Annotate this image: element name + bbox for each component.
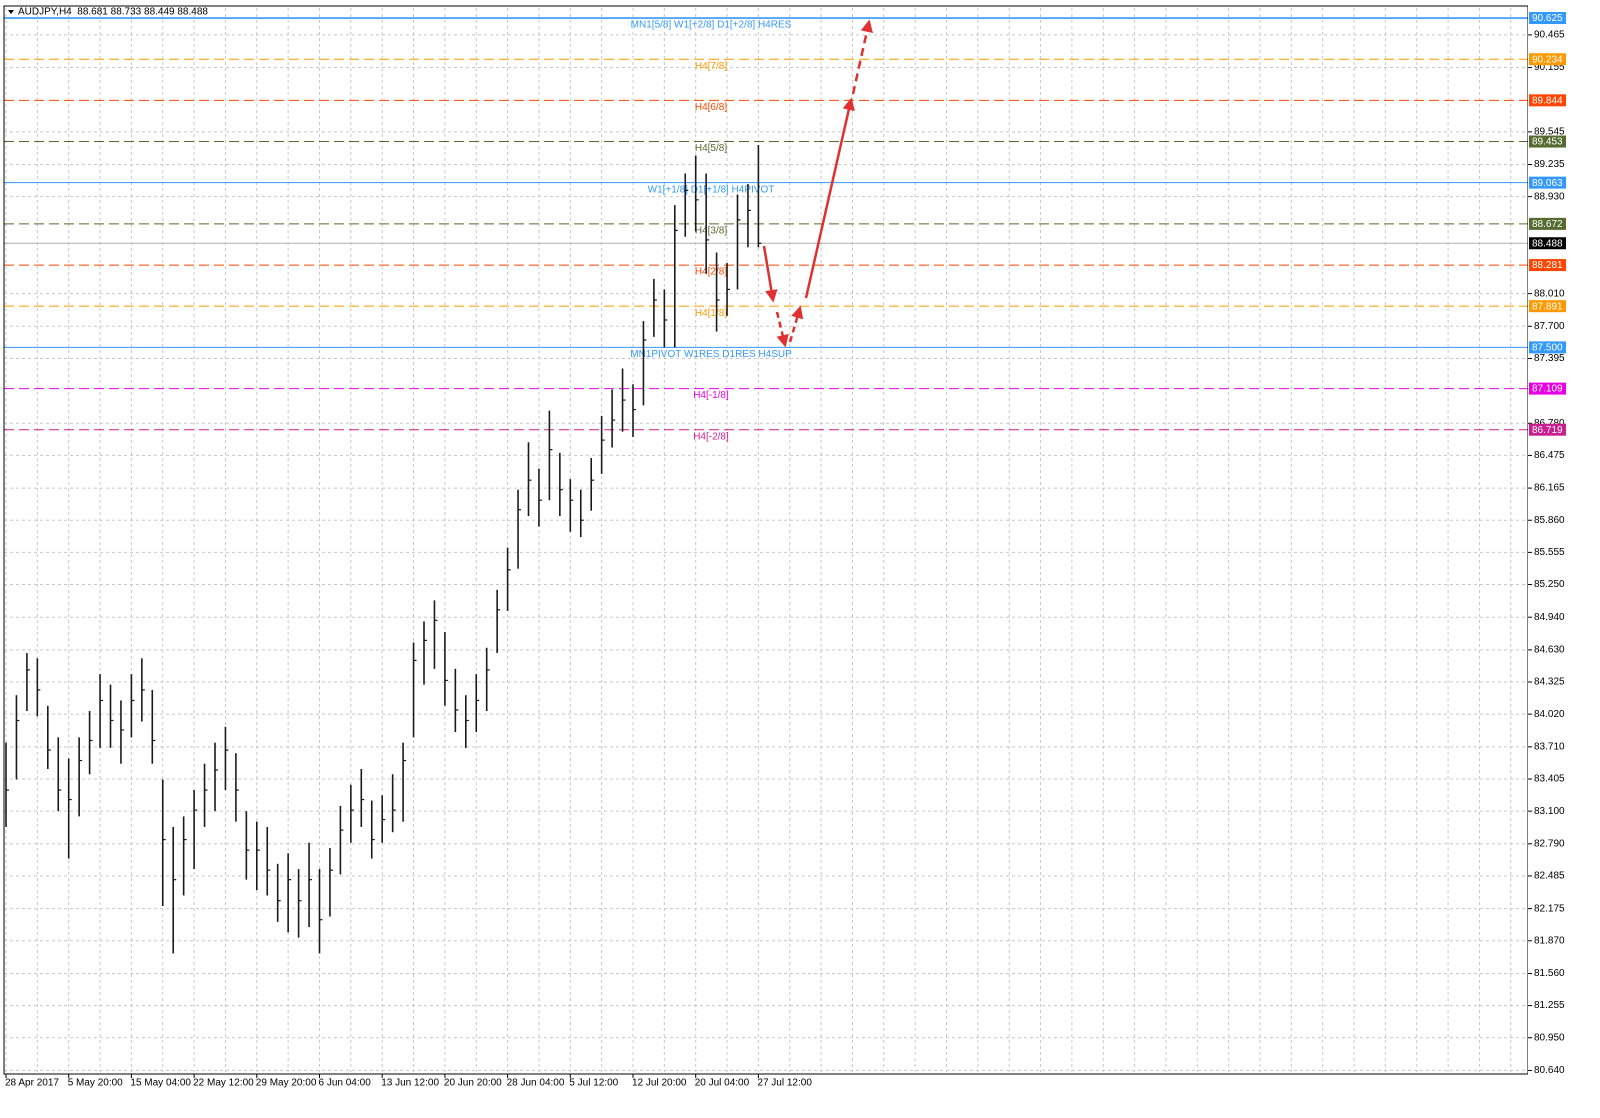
y-tick-label: 83.405: [1534, 774, 1565, 785]
arrow: [775, 311, 789, 348]
menu-triangle: [8, 10, 14, 14]
level-text: H4[2/8]: [695, 267, 727, 278]
price-tag-label: 88.672: [1532, 219, 1563, 230]
price-tag-label: 87.500: [1532, 343, 1563, 354]
level-text: MN1PIVOT W1RES D1RES H4SUP: [630, 349, 792, 360]
price-tag: [1529, 382, 1566, 395]
price-axis: 80.640 80.950 81.255 81.560 81.870 82.175 82.4…: [5, 0, 1600, 1118]
price-tag: [1529, 217, 1566, 230]
x-tick-label: 20 Jul 04:00: [695, 1078, 750, 1089]
y-tick-label: 84.940: [1534, 612, 1565, 623]
grid: [4, 8, 1528, 1072]
symbol-header: AUDJPY,H4 88.681 88.733 88.449 88.488: [18, 7, 208, 18]
y-tick-label: 83.100: [1534, 806, 1565, 817]
price-tag: [1529, 259, 1566, 272]
x-tick-label: 6 Jun 04:00: [319, 1078, 372, 1089]
price-tag: [1529, 135, 1566, 148]
x-tick-label: 29 May 20:00: [256, 1078, 317, 1089]
price-tag-label: 87.891: [1532, 301, 1563, 312]
y-tick-label: 90.155: [1534, 62, 1565, 73]
y-tick-label: 82.175: [1534, 903, 1565, 914]
y-tick-label: 85.250: [1534, 579, 1565, 590]
y-tick-label: 82.790: [1534, 838, 1565, 849]
level-text: H4[6/8]: [695, 102, 727, 113]
y-tick-label: 80.640: [1534, 1065, 1565, 1076]
level-text: W1[+1/8] D1[+1/8] H4PIVOT: [648, 184, 775, 195]
y-tick-label: 84.020: [1534, 709, 1565, 720]
y-tick-label: 86.165: [1534, 483, 1565, 494]
level-text: H4[5/8]: [695, 143, 727, 154]
level-text: H4[1/8]: [695, 308, 727, 319]
price-tag: [1529, 237, 1566, 250]
y-tick-label: 81.255: [1534, 1000, 1565, 1011]
y-tick-label: 89.545: [1534, 126, 1565, 137]
level-text: MN1[5/8] W1[+2/8] D1[+2/8] H4RES: [631, 20, 792, 31]
price-tag: [1529, 94, 1566, 107]
x-tick-label: 28 Jun 04:00: [507, 1078, 565, 1089]
price-tag: [1529, 12, 1566, 25]
price-tag: [1529, 176, 1566, 189]
y-tick-label: 87.395: [1534, 353, 1565, 364]
y-tick-label: 80.950: [1534, 1032, 1565, 1043]
x-tick-label: 15 May 04:00: [130, 1078, 191, 1089]
arrow: [788, 305, 804, 343]
price-tag-label: 89.063: [1532, 178, 1563, 189]
arrow: [804, 97, 855, 299]
price-tag-label: 89.844: [1532, 95, 1563, 106]
y-tick-label: 81.870: [1534, 935, 1565, 946]
y-tick-label: 86.475: [1534, 450, 1565, 461]
x-tick-label: 22 May 12:00: [193, 1078, 254, 1089]
y-tick-label: 85.860: [1534, 515, 1565, 526]
y-tick-label: 90.465: [1534, 30, 1565, 41]
levels: MN1[5/8] W1[+2/8] D1[+2/8] H4RES H4[7/8] H…: [4, 17, 1528, 442]
y-tick-label: 89.235: [1534, 159, 1565, 170]
y-tick-label: 82.485: [1534, 871, 1565, 882]
y-tick-label: 88.930: [1534, 191, 1565, 202]
price-tag: [1529, 53, 1566, 66]
y-tick-label: 87.700: [1534, 321, 1565, 332]
price-tag: [1529, 423, 1566, 436]
y-tick-label: 88.010: [1534, 288, 1565, 299]
arrow: [762, 245, 778, 303]
x-tick-label: 5 Jul 12:00: [569, 1078, 618, 1089]
price-bars: [5, 145, 762, 954]
x-tick-label: 27 Jul 12:00: [757, 1078, 812, 1089]
price-tag-label: 88.488: [1532, 238, 1563, 249]
x-tick-label: 13 Jun 12:00: [381, 1078, 439, 1089]
y-tick-label: 81.560: [1534, 968, 1565, 979]
price-tag-label: 87.109: [1532, 384, 1563, 395]
x-tick-label: 5 May 20:00: [68, 1078, 123, 1089]
level-text: H4[-1/8]: [693, 390, 729, 401]
price-tag-label: 86.719: [1532, 425, 1563, 436]
y-tick-label: 84.630: [1534, 645, 1565, 656]
price-tag: [1529, 341, 1566, 354]
x-tick-label: 12 Jul 20:00: [632, 1078, 687, 1089]
price-tag-label: 90.625: [1532, 13, 1563, 24]
price-tag-label: 89.453: [1532, 137, 1563, 148]
price-tag-label: 90.234: [1532, 54, 1563, 65]
x-tick-label: 20 Jun 20:00: [444, 1078, 502, 1089]
y-tick-label: 85.555: [1534, 547, 1565, 558]
price-tag-label: 88.281: [1532, 260, 1563, 271]
y-tick-label: 83.710: [1534, 741, 1565, 752]
forecast-arrows: [762, 19, 873, 348]
level-text: H4[3/8]: [695, 225, 727, 236]
level-text: H4[7/8]: [695, 61, 727, 72]
x-tick-label: 28 Apr 2017: [5, 1078, 59, 1089]
y-tick-label: 86.780: [1534, 418, 1565, 429]
level-text: H4[-2/8]: [693, 431, 729, 442]
price-tag: [1529, 300, 1566, 313]
y-tick-label: 84.325: [1534, 677, 1565, 688]
